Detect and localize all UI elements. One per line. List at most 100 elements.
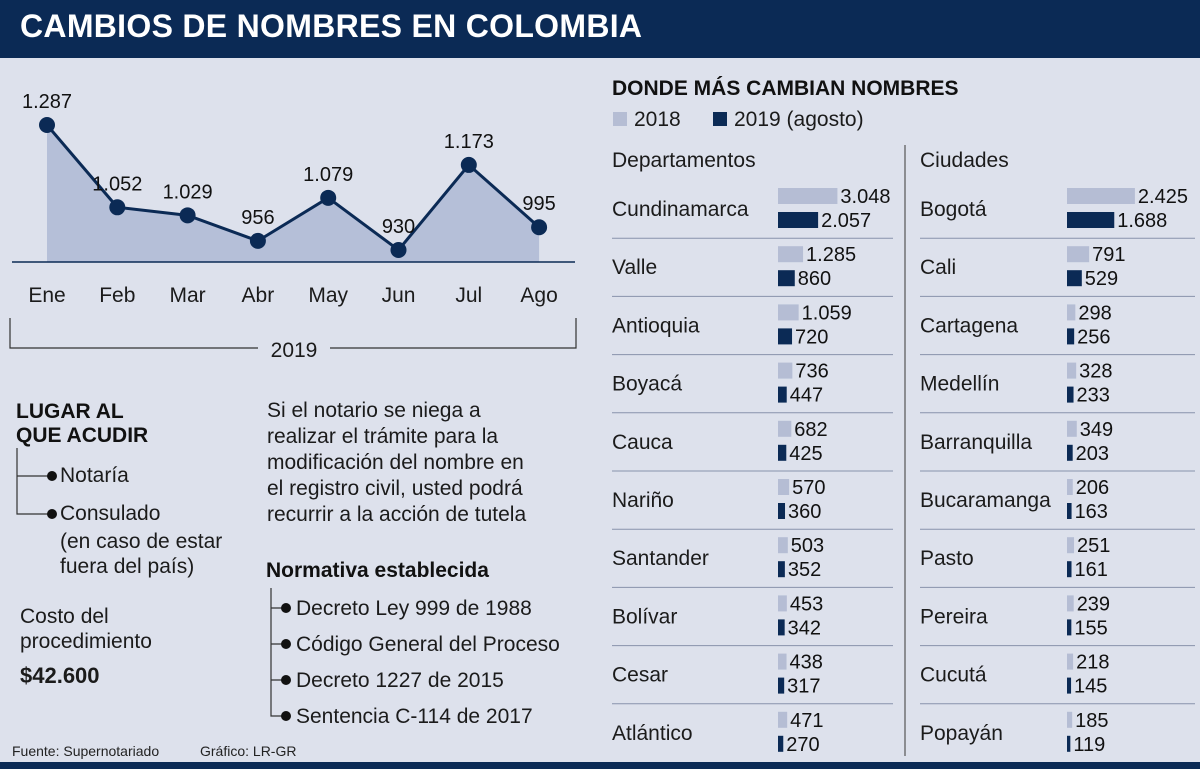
normativa-tree — [270, 588, 291, 721]
dept-bar-2019 — [778, 503, 786, 519]
dept-row-label: Atlántico — [612, 722, 693, 745]
bar-chart-title: DONDE MÁS CAMBIAN NOMBRES — [612, 77, 959, 100]
tick-label-ago: Ago — [520, 284, 557, 307]
dept-bar-2019 — [778, 561, 785, 578]
city-bar-2018 — [1067, 304, 1076, 321]
dept-value-2018: 3.048 — [840, 186, 890, 208]
series-line — [45, 124, 541, 253]
city-value-2019: 1.688 — [1117, 210, 1167, 232]
dept-bar-2018 — [778, 537, 788, 554]
dept-value-2019: 317 — [787, 676, 820, 698]
city-bar-2019 — [1067, 444, 1073, 461]
city-value-2018: 791 — [1092, 244, 1125, 266]
city-bar-2019 — [1067, 561, 1072, 578]
year-bracket — [9, 318, 577, 349]
city-row-label: Medellín — [920, 373, 999, 396]
value-label-may: 1.079 — [303, 164, 353, 186]
city-value-2018: 239 — [1077, 593, 1110, 615]
city-value-2019: 163 — [1075, 501, 1108, 523]
tick-label-jun: Jun — [382, 284, 416, 307]
lugar-tree — [16, 448, 57, 519]
normativa-item-1: Decreto Ley 999 de 1988 — [296, 597, 532, 620]
departamentos-heading: Departamentos — [612, 149, 756, 172]
lugar-note-line1: (en caso de estar — [60, 530, 223, 553]
lugar-title-line2: QUE ACUDIR — [16, 424, 149, 447]
city-value-2018: 206 — [1076, 477, 1109, 499]
city-bar-2018 — [1067, 362, 1077, 379]
header-bar: CAMBIOS DE NOMBRES EN COLOMBIA — [0, 0, 1200, 58]
dept-row-label: Antioquia — [612, 314, 700, 337]
city-value-2019: 155 — [1074, 617, 1107, 639]
city-bar-2019 — [1067, 386, 1074, 403]
city-row-label: Barranquilla — [920, 431, 1032, 454]
dept-value-2018: 438 — [790, 652, 823, 674]
city-bar-2018 — [1067, 479, 1073, 495]
normativa-title: Normativa establecida — [266, 559, 489, 582]
costo-label-line1: Costo del — [20, 605, 109, 628]
city-value-2018: 2.425 — [1138, 186, 1188, 208]
monthly-line-chart: 1.287 Ene 1.052 Feb 1.029 Mar 956 Abr 1.079 May 93… — [9, 91, 577, 362]
dept-bar-2018 — [778, 188, 838, 204]
normativa-item-4: Sentencia C-114 de 2017 — [296, 705, 533, 728]
dept-row-label: Santander — [612, 547, 709, 570]
legend-label-2018: 2018 — [634, 108, 681, 131]
city-bar-2018 — [1067, 420, 1077, 437]
city-bar-2019 — [1067, 677, 1072, 694]
city-value-2019: 203 — [1076, 443, 1109, 465]
page-title: CAMBIOS DE NOMBRES EN COLOMBIA — [20, 8, 643, 44]
tutela-line5: recurrir a la acción de tutela — [267, 503, 527, 526]
point-jul — [460, 156, 477, 173]
city-row-label: Pereira — [920, 605, 988, 628]
point-may — [320, 189, 337, 206]
point-jun — [390, 242, 407, 258]
city-bar-2018 — [1067, 711, 1073, 728]
dept-value-2018: 453 — [790, 593, 823, 615]
city-value-2019: 145 — [1074, 676, 1107, 698]
dept-value-2019: 360 — [788, 501, 821, 523]
value-label-ene: 1.287 — [22, 91, 72, 113]
dept-row-label: Cauca — [612, 431, 673, 454]
city-row-label: Bogotá — [920, 198, 987, 221]
dept-bar-2018 — [778, 479, 790, 495]
city-bar-2019 — [1067, 735, 1071, 752]
tick-label-may: May — [308, 284, 348, 307]
dept-bar-2018 — [778, 653, 787, 670]
dept-bar-2019 — [778, 677, 785, 694]
dept-row-label: Nariño — [612, 489, 674, 512]
tutela-line1: Si el notario se niega a — [267, 399, 481, 422]
value-label-abr: 956 — [241, 207, 274, 229]
city-bar-2018 — [1067, 653, 1074, 670]
city-row-label: Cucutá — [920, 664, 987, 687]
point-mar — [179, 207, 196, 224]
lugar-item-notaria: Notaría — [60, 464, 129, 487]
city-value-2019: 119 — [1073, 734, 1105, 756]
value-label-jul: 1.173 — [444, 131, 494, 153]
dept-value-2018: 570 — [792, 477, 825, 499]
city-bar-2018 — [1067, 537, 1075, 554]
dept-bar-2019 — [778, 735, 784, 752]
legend-swatch-2018 — [613, 112, 627, 126]
dept-value-2019: 860 — [798, 268, 831, 290]
point-ene — [39, 117, 55, 133]
dept-bar-2019 — [778, 444, 787, 461]
city-bar-2019 — [1067, 270, 1082, 287]
dept-value-2019: 720 — [795, 326, 828, 348]
city-value-2018: 185 — [1075, 710, 1108, 732]
tick-label-feb: Feb — [99, 284, 135, 307]
footer-credit: Gráfico: LR-GR — [200, 743, 297, 759]
city-row-label: Pasto — [920, 547, 974, 570]
dept-row-label: Valle — [612, 256, 657, 279]
dept-value-2018: 471 — [790, 710, 823, 732]
dept-row-label: Bolívar — [612, 605, 677, 628]
tick-label-jul: Jul — [455, 284, 482, 307]
dept-value-2019: 425 — [789, 443, 822, 465]
city-value-2018: 298 — [1078, 302, 1111, 324]
point-feb — [109, 199, 126, 216]
footer-source: Fuente: Supernotariado — [12, 743, 160, 759]
value-label-ago: 995 — [522, 193, 555, 215]
dept-bar-2018 — [778, 304, 799, 321]
legend-swatch-2019 — [713, 112, 727, 126]
city-value-2018: 251 — [1077, 535, 1110, 557]
dept-bar-2018 — [778, 246, 804, 263]
normativa-item-3: Decreto 1227 de 2015 — [296, 669, 504, 692]
